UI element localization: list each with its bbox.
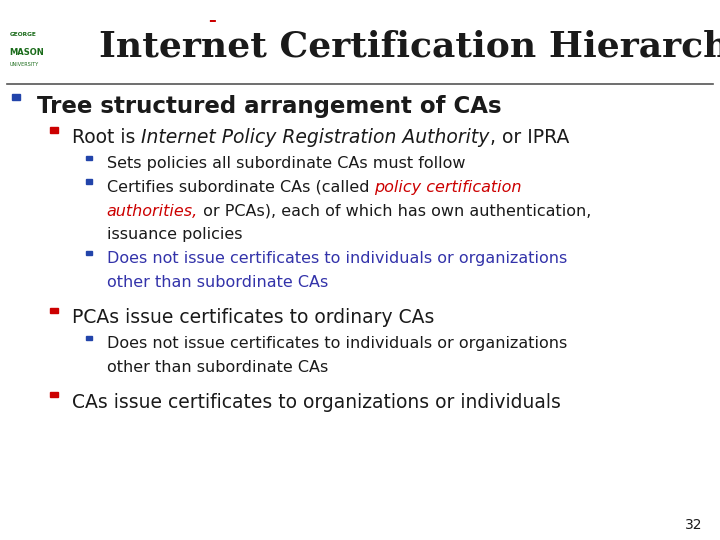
Text: 32: 32 bbox=[685, 518, 702, 532]
Bar bbox=[50, 127, 58, 133]
Text: UNIVERSITY: UNIVERSITY bbox=[9, 62, 39, 66]
Text: Does not issue certificates to individuals or organizations: Does not issue certificates to individua… bbox=[107, 336, 567, 352]
Text: authorities,: authorities, bbox=[107, 204, 198, 219]
Text: Does not issue certificates to individuals or organizations: Does not issue certificates to individua… bbox=[107, 251, 567, 266]
Text: other than subordinate CAs: other than subordinate CAs bbox=[107, 275, 328, 290]
Text: Internet Policy Registration Authority: Internet Policy Registration Authority bbox=[141, 128, 490, 147]
Text: PCAs issue certificates to ordinary CAs: PCAs issue certificates to ordinary CAs bbox=[72, 308, 434, 327]
Bar bbox=[50, 392, 58, 397]
Bar bbox=[50, 308, 58, 313]
Text: GEORGE: GEORGE bbox=[9, 32, 36, 37]
Text: issuance policies: issuance policies bbox=[107, 227, 242, 242]
Bar bbox=[86, 336, 92, 340]
Text: Internet Certification Hierarchy: Internet Certification Hierarchy bbox=[99, 30, 720, 64]
Text: other than subordinate CAs: other than subordinate CAs bbox=[107, 360, 328, 375]
Text: MASON: MASON bbox=[9, 48, 44, 57]
Text: Tree structured arrangement of CAs: Tree structured arrangement of CAs bbox=[37, 94, 502, 118]
Bar bbox=[86, 156, 92, 160]
Bar bbox=[86, 251, 92, 255]
Text: CAs issue certificates to organizations or individuals: CAs issue certificates to organizations … bbox=[72, 393, 561, 411]
Text: policy certification: policy certification bbox=[374, 180, 522, 195]
Text: –: – bbox=[209, 14, 216, 29]
Text: Certifies subordinate CAs (called: Certifies subordinate CAs (called bbox=[107, 180, 374, 195]
Text: Root is: Root is bbox=[72, 128, 141, 147]
Text: Sets policies all subordinate CAs must follow: Sets policies all subordinate CAs must f… bbox=[107, 156, 465, 171]
Text: , or IPRA: , or IPRA bbox=[490, 128, 569, 147]
Text: or PCAs), each of which has own authentication,: or PCAs), each of which has own authenti… bbox=[198, 204, 591, 219]
Bar bbox=[12, 94, 20, 100]
Bar bbox=[86, 179, 92, 184]
